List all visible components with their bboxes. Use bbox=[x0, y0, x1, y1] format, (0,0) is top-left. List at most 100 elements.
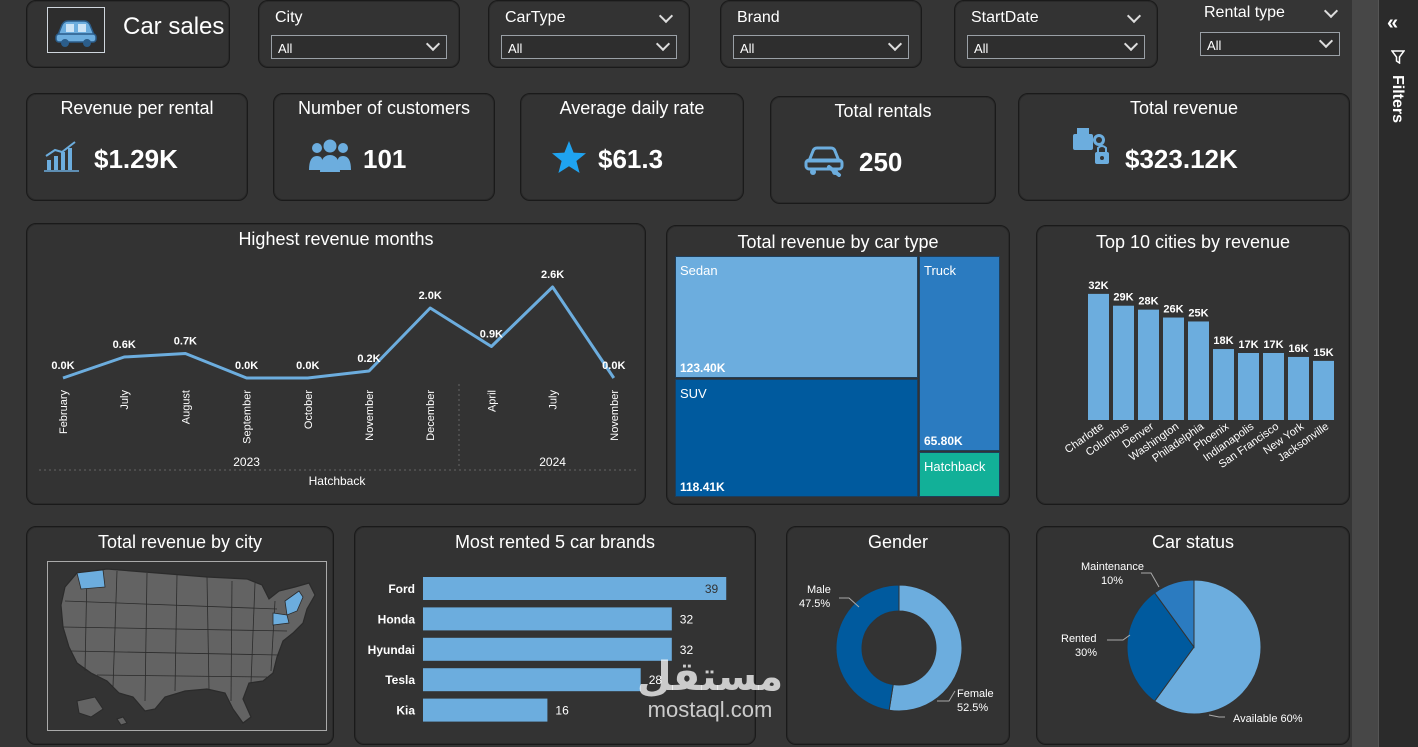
treemap-tile-truck[interactable]: Truck 65.80K bbox=[919, 256, 1000, 451]
series-line bbox=[62, 285, 616, 380]
x-tick-label: December bbox=[425, 390, 437, 441]
slice-name: Rented bbox=[1061, 633, 1096, 645]
slice-female bbox=[888, 584, 963, 712]
report-canvas: Car sales City All CarType All Brand All… bbox=[26, 0, 1350, 745]
chart-title: Total revenue by car type bbox=[737, 232, 939, 252]
treemap-label: Truck bbox=[924, 263, 957, 278]
brand-bar-chart: Ford 39 Honda 32 Hyundai 32 Tesla 28 Kia 16 bbox=[368, 577, 727, 722]
treemap-tile-sedan[interactable]: Sedan 123.40K bbox=[675, 256, 918, 378]
treemap-label: Hatchback bbox=[924, 459, 986, 474]
slicer-dropdown[interactable]: All bbox=[271, 35, 447, 59]
kpi-value: $1.29K bbox=[94, 144, 178, 174]
x-tick-label: February bbox=[58, 390, 70, 435]
vertical-scrollbar[interactable] bbox=[1352, 0, 1378, 747]
leader-line bbox=[1208, 714, 1225, 718]
chevron-down-icon[interactable] bbox=[1323, 3, 1339, 19]
bar bbox=[1188, 321, 1209, 420]
growth-chart-icon bbox=[43, 138, 81, 179]
x-tick-label: August bbox=[180, 390, 192, 424]
bar bbox=[1213, 349, 1234, 420]
map-highlight-pennsylvania[interactable] bbox=[272, 612, 290, 626]
bar bbox=[1313, 360, 1334, 420]
slice-label: 10% bbox=[1101, 575, 1123, 587]
slicer-rental-type[interactable]: Rental type All bbox=[1192, 0, 1348, 62]
data-label: 0.0K bbox=[235, 360, 258, 372]
treemap-tile-hatchback[interactable]: Hatchback bbox=[919, 452, 1000, 497]
slicer-value: All bbox=[508, 41, 523, 56]
bar bbox=[1288, 356, 1309, 420]
filters-label[interactable]: Filters bbox=[1389, 75, 1406, 124]
chart-title: Gender bbox=[867, 532, 929, 552]
city-bar-chart: 32KCharlotte29KColumbus28KDenver26KWashi… bbox=[1063, 280, 1334, 471]
chevron-down-icon[interactable] bbox=[658, 8, 674, 24]
data-label: 2.6K bbox=[541, 269, 564, 281]
slicer-brand[interactable]: Brand All bbox=[720, 0, 922, 68]
slicer-label: StartDate bbox=[971, 9, 1039, 26]
bar bbox=[423, 698, 548, 722]
treemap-tile-suv[interactable]: SUV 118.41K bbox=[675, 379, 918, 497]
slicer-dropdown[interactable]: All bbox=[501, 35, 677, 59]
us-map[interactable] bbox=[47, 561, 327, 731]
data-label: 0.6K bbox=[113, 339, 136, 351]
slicer-cartype[interactable]: CarType All bbox=[488, 0, 690, 68]
data-label: 26K bbox=[1163, 304, 1183, 316]
slicer-dropdown[interactable]: All bbox=[967, 35, 1145, 59]
chevron-down-icon[interactable] bbox=[425, 36, 441, 52]
treemap-value: 123.40K bbox=[680, 361, 726, 375]
treemap-label: SUV bbox=[680, 386, 707, 401]
slicer-value: All bbox=[974, 41, 989, 56]
map-mainland[interactable] bbox=[60, 568, 316, 724]
map-highlight-washington[interactable] bbox=[76, 569, 106, 590]
bar bbox=[423, 668, 641, 692]
filters-pane[interactable]: « bbox=[1378, 0, 1418, 747]
slicer-label: Rental type bbox=[1204, 4, 1285, 21]
map-highlight-newyork[interactable] bbox=[284, 590, 304, 616]
x-axis-title: Hatchback bbox=[309, 474, 367, 488]
chevron-down-icon[interactable] bbox=[1318, 33, 1334, 49]
kpi-revenue-per-rental: Revenue per rental $1.29K bbox=[26, 93, 248, 201]
bar bbox=[423, 637, 672, 661]
chevron-down-icon[interactable] bbox=[1123, 36, 1139, 52]
collapse-icon[interactable]: « bbox=[1387, 12, 1399, 34]
year-label: 2024 bbox=[539, 455, 566, 469]
gender-donut: Male 47.5% Female 52.5% bbox=[799, 584, 994, 714]
data-label: 32K bbox=[1088, 280, 1108, 292]
watermark-arabic: مستقل bbox=[636, 654, 784, 700]
data-label: 0.7K bbox=[174, 336, 197, 348]
data-label: 39 bbox=[705, 582, 719, 596]
line-chart: 0.0K February 0.6K July 0.7K August 0.0K Septem… bbox=[39, 269, 637, 488]
chevron-down-icon[interactable] bbox=[1126, 8, 1142, 24]
x-tick-label: November bbox=[364, 390, 376, 441]
chevron-down-icon[interactable] bbox=[655, 36, 671, 52]
title-card: Car sales bbox=[26, 0, 230, 68]
slicer-value: All bbox=[740, 41, 755, 56]
chart-gender: Gender Male 47.5% Female 52.5% bbox=[786, 526, 1010, 745]
slicer-dropdown[interactable]: All bbox=[1200, 32, 1340, 56]
year-label: 2023 bbox=[233, 455, 260, 469]
slice-name: Female bbox=[957, 688, 994, 700]
slicer-dropdown[interactable]: All bbox=[733, 35, 909, 59]
data-label: 28 bbox=[649, 673, 663, 687]
data-label: 15K bbox=[1313, 347, 1333, 359]
bar bbox=[1138, 309, 1159, 420]
data-label: 0.0K bbox=[602, 360, 625, 372]
data-label: 32 bbox=[680, 643, 694, 657]
slicer-startdate[interactable]: StartDate All bbox=[954, 0, 1158, 68]
watermark-latin: mostaql.com bbox=[647, 697, 773, 722]
revenue-icon bbox=[1071, 126, 1115, 173]
chart-car-status: Car status Available 60% Rented 30% Mainten… bbox=[1036, 526, 1350, 745]
treemap: Sedan 123.40K SUV 118.41K Truck 65.80K Hatchba… bbox=[675, 256, 1001, 498]
people-icon bbox=[308, 138, 352, 179]
kpi-title: Total revenue bbox=[1129, 98, 1239, 118]
slice-rented bbox=[1126, 592, 1195, 702]
slicer-city[interactable]: City All bbox=[258, 0, 460, 68]
bar bbox=[1088, 293, 1109, 420]
chart-revenue-by-city-map: Total revenue by city bbox=[26, 526, 334, 745]
data-label: 0.0K bbox=[296, 360, 319, 372]
data-label: 2.0K bbox=[419, 290, 442, 302]
leader-line bbox=[1141, 572, 1160, 588]
x-tick-label: July bbox=[548, 390, 560, 410]
leader-line bbox=[937, 690, 956, 702]
chevron-down-icon[interactable] bbox=[887, 36, 903, 52]
y-tick-label: Honda bbox=[378, 612, 416, 626]
